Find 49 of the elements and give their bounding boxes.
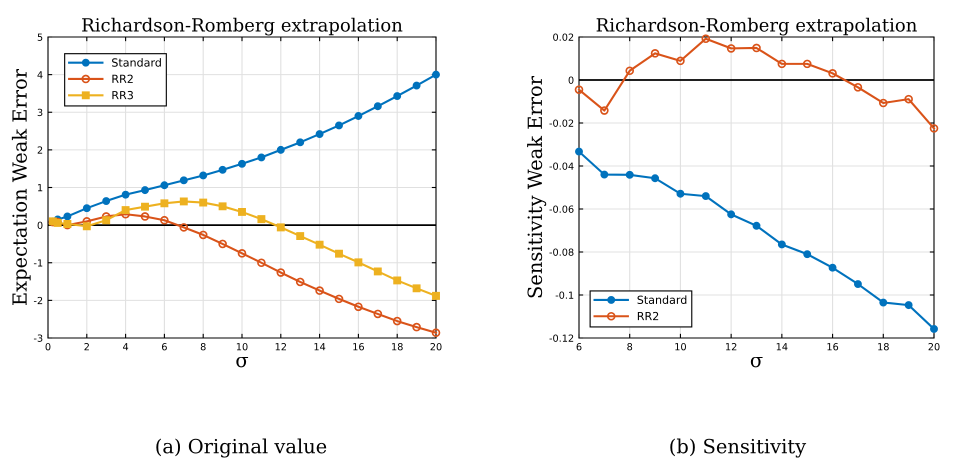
x-tick-label: 12	[726, 343, 736, 350]
y-tick-label: -2	[34, 296, 42, 304]
x-tick-label: 20	[430, 343, 442, 350]
x-tick-label: 16	[353, 343, 364, 350]
y-tick-label: -0.02	[549, 119, 574, 127]
y-tick-label: 0	[568, 76, 574, 84]
y-tick-label: -0.04	[549, 162, 574, 170]
x-tick-label: 10	[236, 343, 248, 350]
x-tick-label: 10	[675, 343, 686, 350]
x-tick-label: 8	[627, 343, 632, 350]
legend-label: Standard	[112, 58, 161, 67]
y-tick-label: -1	[34, 259, 42, 266]
x-tick-label: 18	[878, 343, 889, 350]
legend-label: RR2	[638, 312, 658, 320]
x-tick-label: 6	[162, 343, 167, 350]
y-tick-label: -3	[34, 334, 42, 342]
y-tick-label: 4	[37, 71, 43, 78]
chart-title: Richardson-Romberg extrapolation	[596, 18, 917, 36]
y-tick-label: 3	[38, 108, 42, 116]
y-axis-title: Sensitivity Weak Error	[527, 76, 546, 298]
chart-title: Richardson-Romberg extrapolation	[82, 18, 402, 36]
x-tick-label: 6	[576, 343, 582, 350]
y-tick-label: 2	[38, 146, 42, 154]
x-tick-label: 2	[84, 343, 89, 350]
legend-label: RR2	[112, 74, 133, 83]
x-axis-title: σ	[236, 356, 248, 368]
y-axis-title: Expectation Weak Error	[12, 68, 31, 305]
x-tick-label: 16	[827, 343, 838, 350]
y-tick-label: -0.06	[549, 205, 574, 213]
x-axis-title: σ	[750, 356, 763, 368]
y-tick-label: -0.1	[556, 291, 574, 299]
x-tick-label: 0	[46, 343, 50, 350]
x-tick-label: 12	[276, 343, 286, 350]
x-tick-label: 14	[314, 343, 326, 350]
y-tick-label: -0.12	[549, 334, 574, 342]
x-tick-label: 18	[392, 343, 403, 350]
y-tick-label: 0	[38, 222, 42, 229]
text: (b) Sensitivity	[670, 438, 806, 458]
legend-label: RR3	[112, 90, 133, 100]
text: (a) Original value	[156, 438, 326, 458]
y-tick-label: -0.08	[549, 248, 574, 256]
x-tick-label: 14	[776, 343, 788, 350]
y-tick-label: 0.02	[553, 33, 574, 41]
x-tick-label: 20	[928, 343, 940, 350]
y-tick-label: 1	[38, 184, 42, 192]
y-tick-label: 5	[38, 34, 42, 41]
x-tick-label: 4	[122, 343, 128, 350]
x-tick-label: 8	[200, 343, 206, 350]
legend-label: Standard	[638, 295, 686, 304]
